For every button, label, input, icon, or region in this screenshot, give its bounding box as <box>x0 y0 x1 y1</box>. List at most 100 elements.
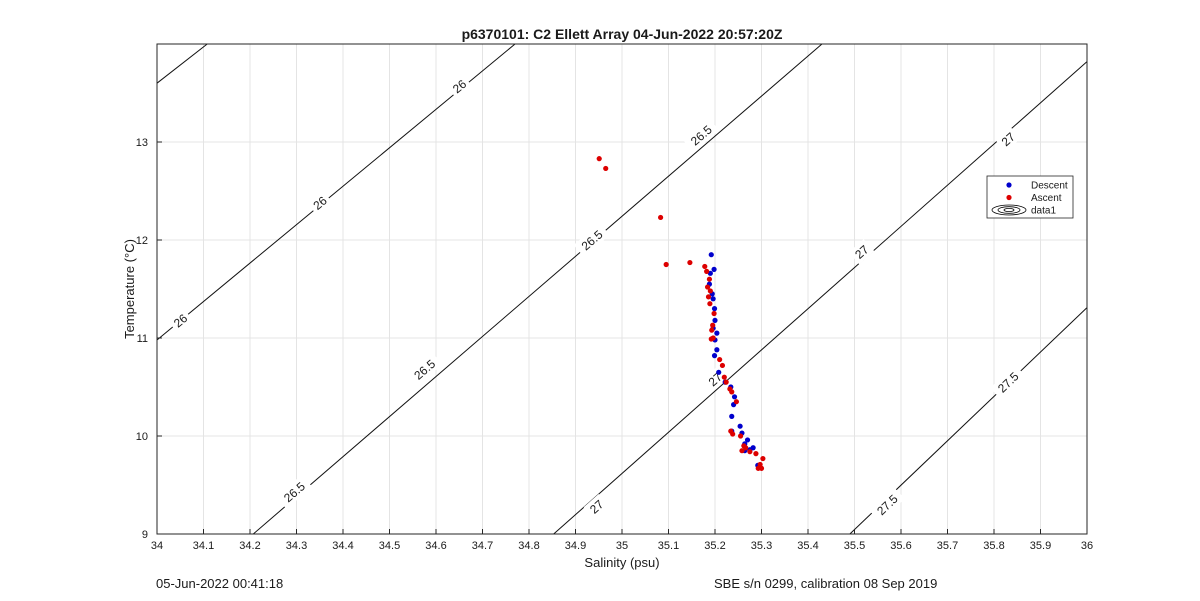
legend-marker-contour <box>997 206 1021 214</box>
data-point-descent <box>710 296 716 302</box>
contour-label-group: 26.5 <box>682 117 720 153</box>
data-point-ascent <box>707 288 713 294</box>
isopycnal-line <box>252 43 823 535</box>
data-point-ascent <box>603 165 609 172</box>
data-point-descent <box>744 437 751 443</box>
y-tick-label: 13 <box>136 137 148 149</box>
x-tick-label: 35 <box>616 540 628 552</box>
data-point-ascent <box>596 156 602 162</box>
x-tick-label: 35.6 <box>890 540 911 552</box>
data-point-ascent <box>747 449 753 455</box>
legend-label: data1 <box>1031 206 1056 217</box>
x-tick-label: 34.6 <box>425 540 446 552</box>
data-point-ascent <box>719 362 726 369</box>
x-axis-label: Salinity (psu) <box>584 555 659 570</box>
data-point-ascent <box>717 356 723 363</box>
footer-instrument-info: SBE s/n 0299, calibration 08 Sep 2019 <box>714 576 938 591</box>
data-points <box>596 156 766 471</box>
data-point-ascent <box>707 301 713 307</box>
data-point-ascent <box>758 465 765 471</box>
x-tick-label: 34.1 <box>193 540 214 552</box>
data-point-descent <box>712 317 718 323</box>
contour-label-bg <box>276 474 313 510</box>
contour-label-bg <box>167 307 194 333</box>
x-tick-label: 34.8 <box>518 540 539 552</box>
x-tick-label: 34.7 <box>472 540 493 552</box>
contour-label-bg <box>702 366 728 392</box>
data-point-ascent <box>704 268 710 274</box>
x-tick-label: 35.7 <box>937 540 958 552</box>
legend-marker-ascent <box>1006 194 1012 201</box>
data-point-ascent <box>739 448 745 454</box>
x-tick-label: 35.1 <box>658 540 679 552</box>
x-tick-label: 35.5 <box>844 540 865 552</box>
data-point-descent <box>714 330 720 336</box>
data-point-ascent <box>730 431 736 437</box>
footer-timestamp: 05-Jun-2022 00:41:18 <box>156 576 284 591</box>
x-tick-label: 34.9 <box>565 540 586 552</box>
data-point-ascent <box>760 455 766 462</box>
y-axis-ticks: 9 10 11 12 13 <box>136 137 162 541</box>
data-point-descent <box>737 423 743 429</box>
contour-label-bg <box>682 117 720 153</box>
contour-label-bg <box>306 190 333 216</box>
data-point-descent <box>711 266 717 272</box>
contour-label-bg <box>869 487 905 523</box>
legend-box <box>986 175 1074 219</box>
data-point-descent <box>714 347 720 353</box>
contour-label-group: 27 <box>995 126 1021 152</box>
data-point-ascent <box>705 294 712 300</box>
y-axis-label: Temperature (°C) <box>122 239 137 339</box>
data-point-ascent <box>704 284 711 290</box>
gridlines <box>156 44 1088 535</box>
x-tick-label: 34 <box>151 540 163 552</box>
chart-title: p6370101: C2 Ellett Array 04-Jun-2022 20… <box>462 26 783 42</box>
x-tick-label: 34.3 <box>286 540 307 552</box>
data-point-ascent <box>757 461 763 468</box>
x-tick-label: 35.3 <box>751 540 772 552</box>
data-point-ascent <box>706 276 713 282</box>
contour-label-bg <box>446 73 473 99</box>
x-tick-label: 35.9 <box>1030 540 1051 552</box>
x-axis-ticks: 34 34.1 34.2 34.3 34.4 34.5 34.6 34.7 34.8 34.9 35… <box>151 529 1093 552</box>
data-point-descent <box>729 413 735 419</box>
contour-label-group: 27 <box>583 493 610 520</box>
contour-label-group: 27 <box>702 366 728 392</box>
x-tick-label: 34.2 <box>239 540 260 552</box>
y-tick-label: 9 <box>142 529 148 541</box>
data-point-ascent <box>733 399 739 405</box>
legend-marker-contour <box>1003 207 1015 212</box>
x-tick-label: 35.8 <box>983 540 1004 552</box>
legend-label: Ascent <box>1031 193 1062 204</box>
x-tick-label: 36 <box>1081 540 1093 552</box>
x-tick-label: 34.4 <box>332 540 353 552</box>
y-tick-label: 10 <box>136 431 148 443</box>
data-point-ascent <box>737 433 744 439</box>
data-point-ascent <box>663 261 669 268</box>
data-point-descent <box>708 252 714 258</box>
y-tick-label: 11 <box>137 333 148 345</box>
x-tick-label: 35.2 <box>704 540 725 552</box>
contour-label-bg <box>990 364 1026 400</box>
x-tick-label: 34.5 <box>379 540 400 552</box>
data-point-ascent <box>708 336 714 342</box>
data-point-ascent <box>687 259 693 266</box>
data-point-descent <box>731 394 738 400</box>
isopycnal-line <box>156 43 208 84</box>
y-tick-label: 12 <box>136 235 148 247</box>
legend-marker-descent <box>1006 182 1012 188</box>
contour-label-group: 26 <box>167 307 194 333</box>
legend-marker-contour <box>991 204 1027 216</box>
x-tick-label: 35.4 <box>797 540 818 552</box>
data-point-ascent <box>721 374 727 380</box>
data-point-ascent <box>711 310 717 317</box>
data-point-ascent <box>710 322 716 328</box>
data-point-descent <box>711 306 718 312</box>
legend-label: Descent <box>1031 181 1068 192</box>
data-point-ascent <box>753 451 759 457</box>
contour-label-bg <box>995 126 1021 152</box>
data-point-ascent <box>729 389 735 395</box>
